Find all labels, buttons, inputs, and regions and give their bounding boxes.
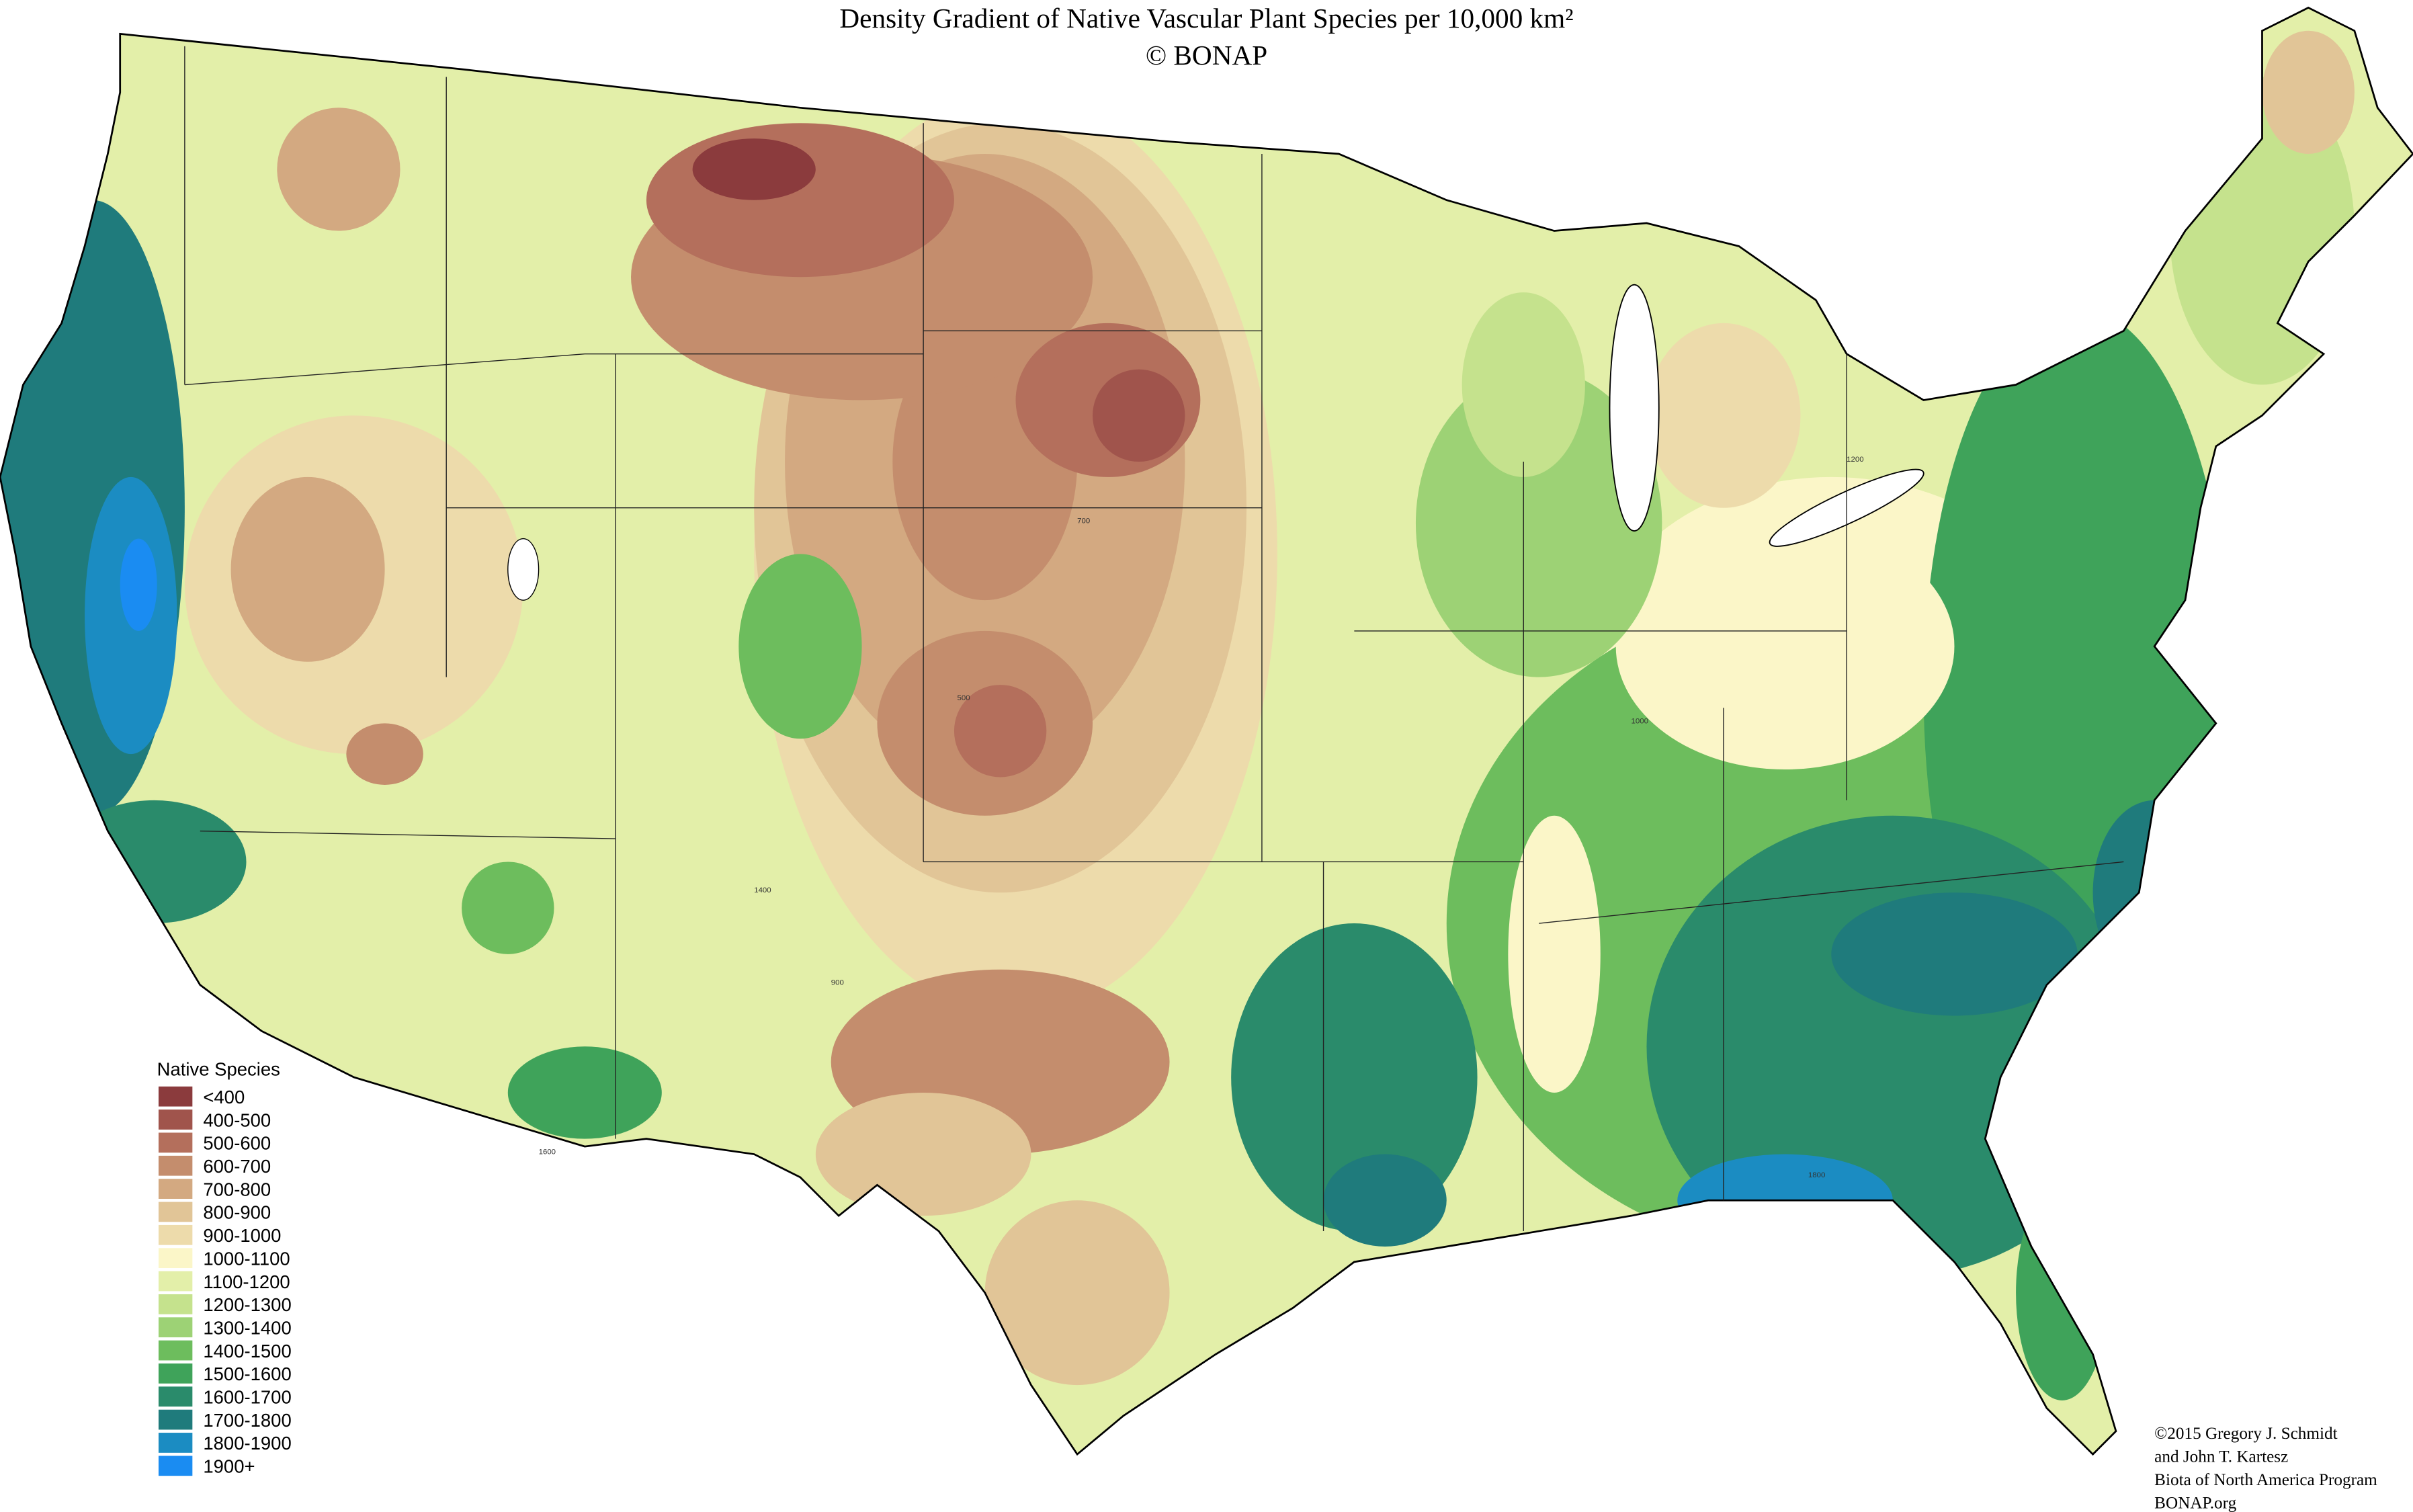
credit-line: ©2015 Gregory J. Schmidt — [2154, 1425, 2337, 1443]
legend-swatch — [158, 1132, 193, 1153]
credits: ©2015 Gregory J. Schmidt and John T. Kart… — [2154, 1425, 2377, 1512]
legend-label: 1900+ — [203, 1456, 255, 1477]
region — [61, 800, 247, 924]
legend-label: 600-700 — [203, 1156, 271, 1177]
region — [2262, 30, 2355, 155]
legend-label: 400-500 — [203, 1109, 271, 1130]
region — [2016, 1185, 2109, 1400]
contour-label: 1600 — [539, 1148, 556, 1157]
legend-label: 1700-1800 — [203, 1410, 291, 1431]
region — [815, 1092, 1031, 1216]
credit-line: Biota of North America Program — [2154, 1471, 2377, 1489]
region — [646, 123, 954, 278]
legend-label: 900-1000 — [203, 1225, 281, 1246]
legend-title: Native Species — [157, 1059, 280, 1080]
region — [1323, 1154, 1447, 1247]
region — [738, 554, 862, 739]
region — [1093, 369, 1185, 462]
region — [1831, 892, 2078, 1016]
region — [2092, 800, 2216, 985]
legend-label: 700-800 — [203, 1179, 271, 1200]
contour-label: 1000 — [1632, 717, 1648, 725]
legend-swatch — [158, 1456, 193, 1476]
region — [507, 1046, 662, 1139]
map-subtitle: © BONAP — [1146, 40, 1267, 71]
region — [346, 723, 423, 785]
legend-swatch — [158, 1202, 193, 1222]
legend-swatch — [158, 1086, 193, 1107]
legend-label: 1400-1500 — [203, 1341, 291, 1361]
region — [1646, 323, 1801, 508]
contour-label: 700 — [1077, 517, 1090, 526]
region — [984, 1200, 1170, 1386]
region — [1646, 815, 2140, 1277]
legend-label: 1000-1100 — [203, 1248, 290, 1269]
legend-swatch — [158, 1224, 193, 1245]
legend-swatch — [158, 1409, 193, 1430]
region — [120, 538, 157, 631]
legend-swatch — [158, 1109, 193, 1130]
region — [1462, 292, 1585, 477]
legend-swatch — [158, 1294, 193, 1314]
lake-michigan — [1609, 284, 1660, 532]
legend-label: 1200-1300 — [203, 1294, 291, 1315]
credit-line: BONAP.org — [2154, 1494, 2236, 1512]
legend-label: 1500-1600 — [203, 1363, 291, 1384]
map-title: Density Gradient of Native Vascular Plan… — [839, 3, 1573, 34]
legend-label: 1800-1900 — [203, 1433, 291, 1454]
region — [277, 108, 400, 231]
region — [1508, 815, 1601, 1093]
region — [1415, 369, 1662, 677]
contour-label: 1400 — [754, 886, 771, 894]
legend-swatch — [158, 1433, 193, 1453]
great-salt-lake — [507, 538, 540, 601]
national-border — [0, 6, 2413, 1456]
region — [1231, 923, 1478, 1232]
region — [954, 685, 1047, 778]
region — [692, 138, 816, 200]
legend-label: 1300-1400 — [203, 1317, 291, 1338]
legend-swatch — [158, 1248, 193, 1269]
region — [462, 862, 554, 954]
credit-line: and John T. Kartesz — [2154, 1448, 2288, 1466]
contour-label: 1200 — [1847, 456, 1863, 464]
region — [230, 476, 385, 662]
legend-swatch — [158, 1317, 193, 1338]
legend-swatch — [158, 1386, 193, 1407]
contour-labels: 700 500 1200 1000 1600 1800 900 1400 — [539, 456, 1864, 1179]
legend-label: 500-600 — [203, 1133, 271, 1154]
contour-label: 500 — [958, 694, 970, 702]
contour-label: 1800 — [1808, 1171, 1825, 1179]
legend-swatch — [158, 1363, 193, 1384]
legend-label: 1100-1200 — [203, 1271, 290, 1292]
legend-label: 800-900 — [203, 1202, 271, 1223]
state-borders — [184, 46, 2124, 1232]
legend-swatch — [158, 1271, 193, 1292]
region — [1615, 523, 1955, 770]
legend-swatch — [158, 1340, 193, 1361]
contour-label: 900 — [831, 979, 844, 987]
legend-swatch — [158, 1179, 193, 1199]
legend-label: 1600-1700 — [203, 1387, 291, 1408]
legend-swatch — [158, 1155, 193, 1176]
legend-label: <400 — [203, 1087, 245, 1107]
